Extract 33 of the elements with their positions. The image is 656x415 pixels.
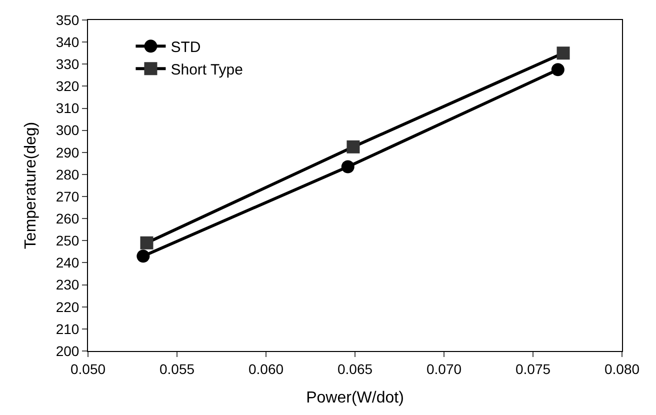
- y-tick-label: 330: [56, 56, 80, 72]
- y-tick-label: 210: [56, 320, 80, 337]
- y-tick-label: 200: [56, 342, 80, 359]
- x-tick-label: 0.070: [426, 360, 462, 377]
- y-tick-label: 240: [56, 254, 80, 271]
- y-tick-label: 340: [56, 34, 80, 50]
- y-tick-label: 250: [56, 232, 80, 249]
- y-axis-title: Temperature(deg): [22, 122, 40, 250]
- y-tick-label: 260: [56, 210, 80, 226]
- point: [341, 160, 354, 174]
- x-tick-label: 0.080: [604, 360, 640, 377]
- y-tick-label: 350: [56, 12, 80, 28]
- point: [140, 236, 154, 250]
- y-tick-label: 300: [56, 122, 80, 138]
- point: [551, 63, 564, 76]
- y-tick-label: 270: [56, 188, 80, 204]
- y-tick-label: 220: [56, 298, 80, 315]
- y-tick-label: 320: [56, 78, 80, 94]
- x-tick-label: 0.065: [337, 360, 373, 377]
- point: [556, 46, 570, 60]
- point: [346, 140, 360, 154]
- legend-label: Short Type: [170, 62, 243, 79]
- y-tick-label: 230: [56, 276, 80, 293]
- x-tick-label: 0.060: [248, 360, 284, 377]
- y-tick-label: 280: [56, 166, 80, 182]
- x-tick-label: 0.075: [515, 360, 551, 377]
- y-tick-label: 290: [56, 144, 80, 160]
- x-tick-label: 0.050: [70, 360, 106, 377]
- x-tick-label: 0.055: [159, 360, 195, 377]
- legend-label: STD: [170, 39, 201, 56]
- y-tick-label: 310: [56, 100, 80, 116]
- x-axis-title: Power(W/dot): [306, 390, 404, 406]
- point: [136, 250, 150, 263]
